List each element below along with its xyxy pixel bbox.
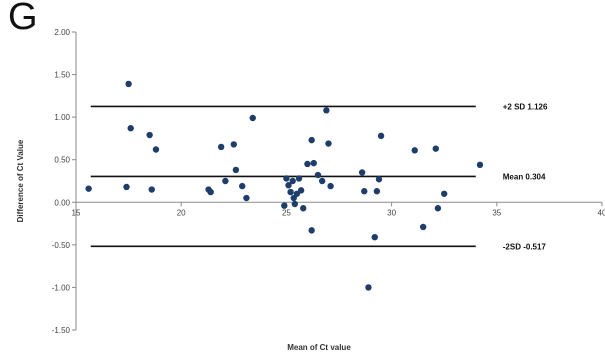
y-tick-label: 2.00 [54,28,70,37]
reference-line-label: +2 SD 1.126 [503,102,548,111]
data-point [304,160,311,168]
data-point [411,147,418,154]
data-point [207,188,214,196]
data-point [308,136,315,144]
data-point [432,145,439,152]
panel-label: G [8,0,38,38]
data-point [310,159,317,167]
x-tick-label: 15 [72,208,81,217]
reference-line-label: Mean 0.304 [503,172,546,181]
data-point [222,177,229,185]
data-point [318,177,326,185]
data-point [327,182,334,190]
data-point [146,131,153,139]
data-point [291,200,299,208]
data-point [358,169,366,176]
x-tick-label: 20 [177,208,186,217]
y-tick-label: 1.50 [54,71,70,80]
data-point [125,80,132,88]
y-tick-label: 1.00 [54,113,70,122]
data-point [300,205,307,212]
data-point [295,175,303,182]
data-point [375,176,383,183]
data-point [434,205,442,212]
data-point [361,188,368,195]
data-point [371,233,378,241]
data-point [419,223,427,231]
data-point [285,182,292,189]
data-point [239,182,246,190]
data-point [230,141,237,148]
x-tick-label: 25 [282,208,291,217]
data-point [249,114,256,122]
data-point [217,143,225,151]
data-point [365,284,372,291]
data-point [127,125,134,132]
x-tick-label: 40 [598,208,605,217]
data-point [308,227,315,234]
data-point [297,187,305,194]
y-tick-label: -0.50 [52,241,71,250]
data-point [373,188,381,195]
data-point [243,194,250,202]
x-tick-label: 35 [492,208,501,217]
data-point [441,190,448,197]
reference-lines-layer: +2 SD 1.126 Mean 0.304 -2SD -0.517 [90,102,548,251]
x-axis-title: Mean of Ct value [287,343,351,352]
y-tick-label: -1.00 [52,283,71,292]
y-axis-title: Difference of Ct Value [16,139,25,222]
data-point [232,166,240,174]
data-point [281,202,288,209]
data-point [325,140,332,147]
data-point [323,107,330,114]
data-point [476,161,484,169]
data-point [148,186,155,193]
points-layer [85,80,484,291]
y-tick-label: 0.00 [54,198,70,207]
data-point [123,183,130,191]
data-point [152,146,160,153]
reference-line-label: -2SD -0.517 [503,242,547,251]
data-point [377,132,385,140]
data-point [289,177,296,185]
data-point [85,185,92,192]
x-tick-label: 30 [387,208,396,217]
axes-layer: 2.00 1.50 1.00 0.50 0.00 -0.50 -1.00 -1.50 15 20 2… [52,28,605,335]
data-point [287,188,294,196]
y-tick-label: -1.50 [52,326,71,335]
y-tick-label: 0.50 [54,156,70,165]
data-point [314,171,322,179]
data-point [283,175,290,182]
